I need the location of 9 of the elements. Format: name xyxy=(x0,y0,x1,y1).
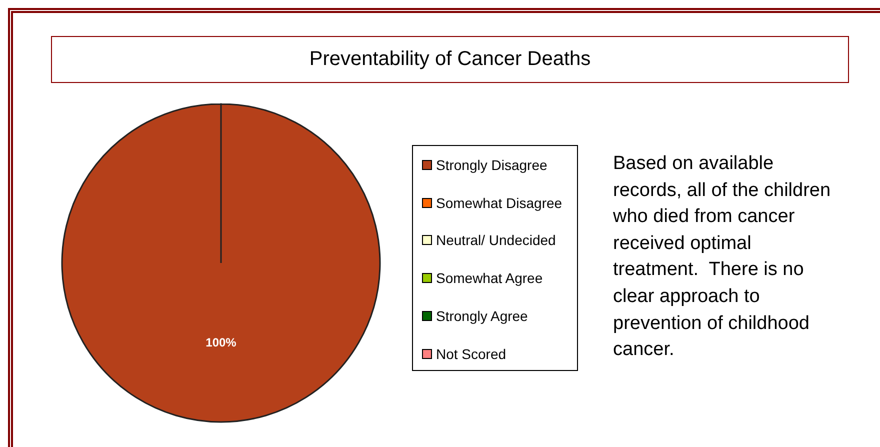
data-label: 100% xyxy=(206,336,237,350)
legend-label: Not Scored xyxy=(436,346,506,362)
legend-label: Somewhat Disagree xyxy=(436,194,562,211)
chart-title: Preventability of Cancer Deaths xyxy=(51,36,849,83)
text: Based on available records, all of the children who died from cancer received optimal treatment. There is no clear approach to prevention of childhood cancer. xyxy=(613,152,832,362)
legend-label: Somewhat Agree xyxy=(436,270,543,286)
legend-label: Strongly Disagree xyxy=(436,156,548,173)
legend-label: Neutral/ Undecided xyxy=(436,232,556,248)
legend-label: Strongly Agree xyxy=(436,308,528,324)
